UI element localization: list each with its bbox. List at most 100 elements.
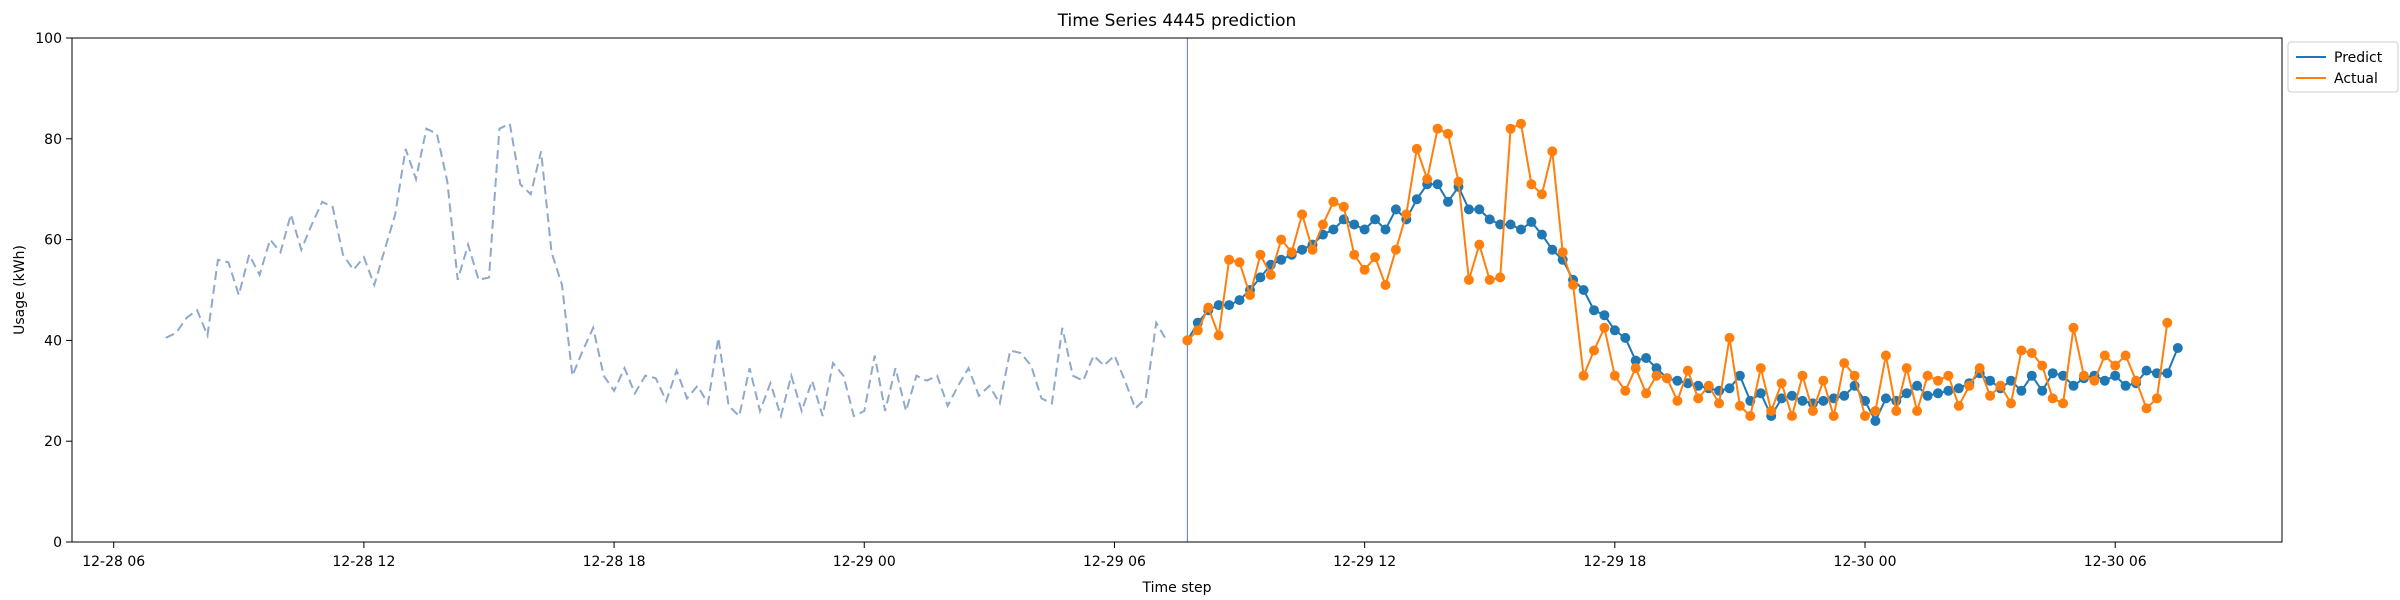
actual-point xyxy=(2151,393,2162,404)
predict-point xyxy=(1589,305,1599,316)
actual-point xyxy=(1818,375,1829,386)
actual-point xyxy=(2099,350,2110,361)
actual-point xyxy=(1390,244,1401,255)
predict-point xyxy=(1432,179,1443,190)
predict-point xyxy=(1495,219,1506,230)
x-axis-ticks: 12-28 06 12-28 12 12-28 18 12-29 00 12-29 06… xyxy=(82,542,2147,570)
actual-point xyxy=(1359,264,1370,275)
actual-point xyxy=(1234,257,1245,268)
actual-point xyxy=(2026,348,2037,358)
predict-point xyxy=(1755,388,1766,399)
actual-point xyxy=(1245,290,1255,300)
predict-point xyxy=(1912,380,1923,391)
actual-point xyxy=(1276,234,1287,245)
actual-point xyxy=(2110,360,2121,371)
actual-point xyxy=(2016,345,2027,356)
predict-point xyxy=(1672,375,1683,386)
predict-point xyxy=(1901,388,1912,399)
actual-point xyxy=(2047,393,2058,404)
y-tick-label: 60 xyxy=(44,233,62,249)
actual-point xyxy=(1182,335,1193,346)
legend-label-actual: Actual xyxy=(2334,71,2378,87)
actual-point xyxy=(1870,406,1881,416)
y-tick-label: 100 xyxy=(35,31,62,47)
actual-point xyxy=(1203,302,1214,313)
actual-point xyxy=(1922,370,1933,381)
predict-point xyxy=(1609,325,1620,336)
actual-point xyxy=(1317,219,1328,230)
predict-point xyxy=(1328,224,1339,235)
actual-point xyxy=(1599,322,1610,333)
predict-point xyxy=(2162,368,2173,379)
actual-point xyxy=(1860,411,1870,421)
predict-point xyxy=(1255,272,1266,283)
actual-point xyxy=(1286,247,1297,258)
predict-point xyxy=(1693,380,1704,391)
predict-point xyxy=(1776,393,1787,404)
predict-point xyxy=(1870,416,1881,426)
predict-point xyxy=(1224,300,1235,311)
actual-point xyxy=(1620,385,1631,396)
predict-point xyxy=(1630,355,1641,366)
actual-point xyxy=(1224,254,1235,265)
actual-point xyxy=(1328,196,1339,207)
actual-point xyxy=(1536,189,1547,200)
predict-point xyxy=(1787,390,1797,401)
actual-point xyxy=(2131,375,2142,386)
actual-point xyxy=(2120,350,2131,361)
actual-point xyxy=(1943,370,1954,381)
predict-point xyxy=(1526,217,1537,227)
y-tick-label: 0 xyxy=(53,535,62,551)
actual-point xyxy=(1693,393,1704,404)
predict-point xyxy=(2172,343,2183,353)
x-tick-label: 12-28 12 xyxy=(332,554,395,570)
predict-point xyxy=(1818,395,1829,406)
y-tick-label: 40 xyxy=(44,333,62,349)
actual-point xyxy=(1755,363,1766,374)
actual-point xyxy=(1745,411,1756,421)
predict-point xyxy=(1880,393,1891,404)
predict-point xyxy=(1734,370,1745,381)
x-tick-label: 12-29 06 xyxy=(1083,554,1146,570)
actual-point xyxy=(1484,274,1495,285)
actual-point xyxy=(1422,174,1433,185)
actual-point xyxy=(1516,118,1526,129)
predict-point xyxy=(1943,385,1954,396)
x-tick-label: 12-29 12 xyxy=(1333,554,1396,570)
predict-point xyxy=(1463,204,1474,215)
actual-point xyxy=(1609,370,1620,381)
actual-point xyxy=(1213,330,1224,341)
actual-point xyxy=(1349,249,1360,260)
chart-title: Time Series 4445 prediction xyxy=(1057,11,1297,31)
actual-point xyxy=(1964,380,1975,391)
actual-point xyxy=(2162,317,2173,328)
actual-point xyxy=(1787,411,1797,421)
x-axis-label: Time step xyxy=(1142,580,1212,596)
predict-point xyxy=(1651,363,1662,374)
predict-point xyxy=(1620,332,1631,343)
x-tick-label: 12-29 00 xyxy=(833,554,896,570)
actual-point xyxy=(1630,363,1641,374)
actual-point xyxy=(1891,406,1902,416)
actual-point xyxy=(1985,390,1996,401)
actual-point xyxy=(1568,280,1579,290)
predict-point xyxy=(2110,370,2121,381)
predict-point xyxy=(2141,365,2152,376)
y-axis-label: Usage (kWh) xyxy=(12,245,28,335)
predict-point xyxy=(1297,244,1308,255)
x-tick-label: 12-29 18 xyxy=(1583,554,1646,570)
actual-point xyxy=(1411,143,1422,154)
predict-point xyxy=(1797,395,1808,406)
predict-point xyxy=(2026,370,2037,381)
actual-point xyxy=(1192,325,1203,336)
actual-point xyxy=(1432,123,1443,134)
actual-point xyxy=(1703,380,1714,391)
actual-point xyxy=(1953,400,1964,411)
actual-point xyxy=(1662,373,1672,384)
actual-point xyxy=(1714,398,1725,409)
predict-point xyxy=(1443,196,1453,207)
actual-point xyxy=(1255,249,1266,260)
actual-point xyxy=(1370,252,1381,263)
predict-point xyxy=(1276,254,1287,265)
